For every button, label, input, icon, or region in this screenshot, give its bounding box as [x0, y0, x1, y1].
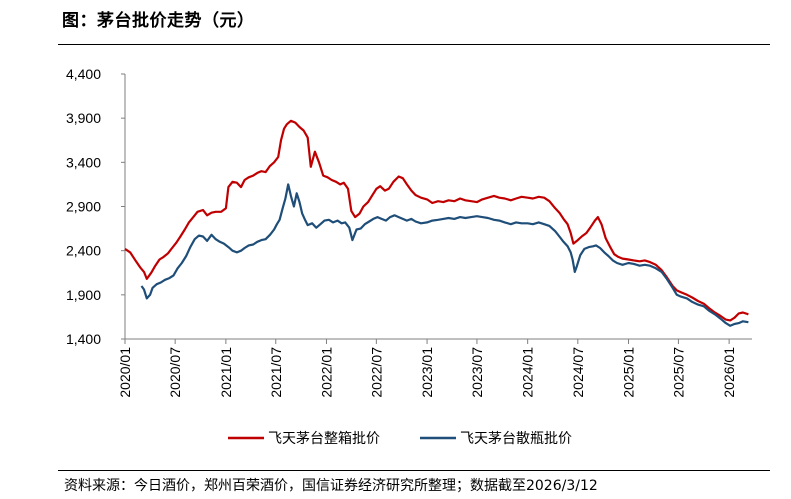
source-note: 资料来源：今日酒价，郑州百荣酒价，国信证券经济研究所整理；数据截至2026/3/… — [64, 478, 598, 494]
x-tick-label: 2024/07 — [570, 347, 586, 398]
series-line-loose — [140, 183, 749, 327]
x-tick-label: 2021/07 — [268, 347, 284, 398]
x-tick-label: 2022/01 — [318, 347, 334, 398]
source-rule — [58, 470, 770, 471]
x-tick-label: 2021/01 — [218, 347, 234, 398]
title-rule — [58, 44, 770, 45]
chart-title: 图：茅台批价走势（元） — [62, 11, 255, 31]
x-tick-label: 2024/01 — [520, 347, 536, 398]
x-tick-label: 2025/01 — [621, 347, 637, 398]
x-tick-label: 2023/01 — [419, 347, 435, 398]
y-tick-label: 3,900 — [66, 110, 101, 126]
series-line-box — [124, 119, 749, 322]
x-tick-label: 2020/01 — [117, 347, 133, 398]
y-tick-label: 2,400 — [66, 243, 101, 259]
y-tick-label: 2,900 — [66, 199, 101, 215]
y-tick-label: 1,400 — [66, 331, 101, 347]
x-tick-label: 2022/07 — [368, 347, 384, 398]
x-tick-label: 2025/07 — [670, 347, 686, 398]
legend-label-box: 飞天茅台整箱批价 — [268, 431, 380, 447]
x-tick-label: 2023/07 — [469, 347, 485, 398]
x-tick-label: 2020/07 — [167, 347, 183, 398]
y-tick-label: 1,900 — [66, 287, 101, 303]
y-tick-label: 3,400 — [66, 154, 101, 170]
x-tick-label: 2026/01 — [721, 347, 737, 398]
y-tick-label: 4,400 — [66, 66, 101, 82]
legend-label-loose: 飞天茅台散瓶批价 — [460, 431, 572, 447]
